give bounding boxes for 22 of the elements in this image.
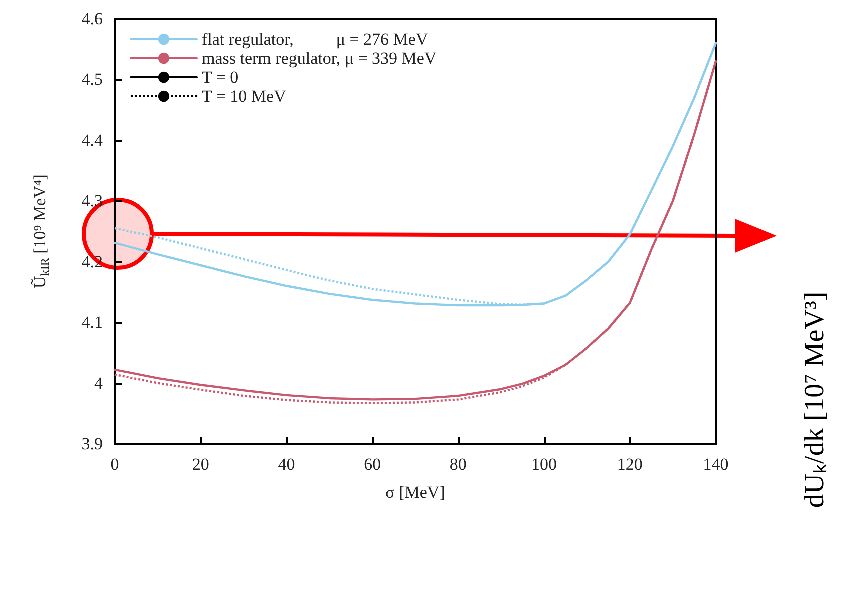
legend-label: mass term regulator, μ = 339 MeV: [202, 49, 438, 68]
x-tick-label: 140: [703, 455, 729, 474]
y-tick-label: 3.9: [82, 434, 103, 454]
x-tick-label: 120: [617, 455, 643, 474]
y-tick-label: 4.3: [82, 192, 103, 211]
text: dUₖ/dk [10⁷ MeV³]: [800, 292, 830, 508]
x-tick-label: 80: [450, 455, 467, 474]
x-axis-title: σ [MeV]: [386, 483, 446, 502]
y-tick-label: 4: [94, 374, 104, 393]
y-tick-label: 4.4: [82, 130, 104, 150]
x-tick-label: 20: [192, 455, 210, 474]
legend-label: T = 10 MeV: [202, 87, 288, 106]
y-tick-label: 4.5: [82, 70, 103, 90]
legend-label: flat regulator, μ = 276 MeV: [202, 30, 429, 49]
y-tick-label: 4.1: [82, 313, 103, 332]
legend-label: T = 0: [202, 68, 239, 87]
y-tick-label: 4.6: [82, 10, 103, 28]
y-axis-title: ŨkIR [10⁹ MeV⁴]: [30, 174, 52, 288]
x-tick-label: 40: [278, 455, 296, 474]
x-tick-label: 0: [110, 455, 120, 474]
x-tick-label: 60: [364, 455, 382, 474]
x-tick-label: 100: [532, 455, 558, 474]
